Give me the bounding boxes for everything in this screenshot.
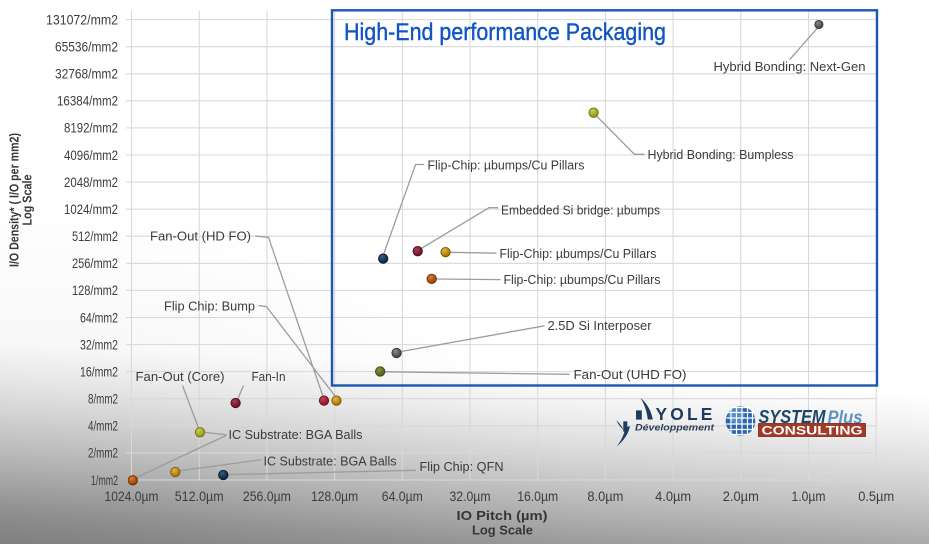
svg-text:8192/mm2: 8192/mm2 [64, 121, 118, 136]
svg-text:Fan-Out (UHD FO): Fan-Out (UHD FO) [574, 367, 687, 382]
svg-text:I/O Density* ( I/O per mm2): I/O Density* ( I/O per mm2) [7, 133, 22, 267]
svg-text:IO Pitch (µm): IO Pitch (µm) [457, 508, 548, 523]
svg-text:16/mm2: 16/mm2 [80, 364, 118, 379]
svg-text:4/mm2: 4/mm2 [88, 419, 118, 434]
svg-text:2.5D Si Interposer: 2.5D Si Interposer [548, 318, 653, 333]
svg-text:Log Scale: Log Scale [20, 175, 35, 226]
svg-text:Flip-Chip: µbumps/Cu Pillars: Flip-Chip: µbumps/Cu Pillars [504, 272, 661, 287]
svg-text:Log Scale: Log Scale [472, 523, 533, 538]
svg-text:Plus: Plus [828, 408, 863, 428]
svg-text:8.0µm: 8.0µm [587, 489, 623, 504]
svg-text:High-End performance Packaging: High-End performance Packaging [344, 19, 666, 46]
svg-text:Fan-Out (Core): Fan-Out (Core) [136, 369, 225, 384]
svg-text:1.0µm: 1.0µm [792, 489, 826, 504]
svg-text:64/mm2: 64/mm2 [80, 310, 118, 325]
svg-text:131072/mm2: 131072/mm2 [46, 12, 118, 27]
svg-text:1/mm2: 1/mm2 [91, 473, 118, 488]
svg-text:32768/mm2: 32768/mm2 [55, 67, 118, 82]
svg-text:Hybrid Bonding: Bumpless: Hybrid Bonding: Bumpless [648, 147, 794, 162]
svg-text:2048/mm2: 2048/mm2 [64, 175, 118, 190]
svg-text:512.0µm: 512.0µm [175, 489, 224, 504]
svg-text:Embedded Si bridge: µbumps: Embedded Si bridge: µbumps [501, 203, 660, 218]
svg-text:Flip-Chip: µbumps/Cu Pillars: Flip-Chip: µbumps/Cu Pillars [428, 158, 585, 173]
svg-text:4096/mm2: 4096/mm2 [64, 148, 118, 163]
svg-text:2.0µm: 2.0µm [723, 489, 759, 504]
svg-text:YOLE: YOLE [656, 404, 716, 424]
svg-text:128/mm2: 128/mm2 [72, 283, 118, 298]
svg-text:IC Substrate: BGA Balls: IC Substrate: BGA Balls [229, 427, 363, 442]
svg-text:Flip-Chip: µbumps/Cu Pillars: Flip-Chip: µbumps/Cu Pillars [500, 246, 657, 261]
svg-text:64.0µm: 64.0µm [382, 489, 423, 504]
svg-text:Flip Chip: Bump: Flip Chip: Bump [164, 299, 255, 314]
svg-text:0.5µm: 0.5µm [858, 489, 894, 504]
svg-text:8/mm2: 8/mm2 [88, 392, 118, 407]
svg-text:32/mm2: 32/mm2 [80, 337, 118, 352]
svg-text:2/mm2: 2/mm2 [88, 446, 118, 461]
svg-text:4.0µm: 4.0µm [655, 489, 691, 504]
svg-text:SYSTEM: SYSTEM [759, 407, 827, 427]
svg-text:32.0µm: 32.0µm [450, 489, 491, 504]
svg-text:1024/mm2: 1024/mm2 [64, 202, 118, 217]
svg-text:Fan-In: Fan-In [252, 369, 286, 384]
svg-text:IC Substrate: BGA Balls: IC Substrate: BGA Balls [264, 454, 397, 469]
svg-text:Fan-Out (HD FO): Fan-Out (HD FO) [150, 229, 251, 244]
svg-text:16.0µm: 16.0µm [517, 489, 558, 504]
svg-text:128.0µm: 128.0µm [311, 489, 358, 504]
svg-text:CONSULTING: CONSULTING [762, 425, 863, 437]
svg-text:Hybrid Bonding: Next-Gen: Hybrid Bonding: Next-Gen [714, 59, 866, 74]
svg-text:256.0µm: 256.0µm [243, 489, 291, 504]
svg-text:Développement: Développement [635, 423, 715, 434]
svg-text:Flip Chip: QFN: Flip Chip: QFN [420, 459, 504, 474]
svg-text:16384/mm2: 16384/mm2 [57, 94, 118, 109]
svg-text:65536/mm2: 65536/mm2 [55, 40, 118, 55]
svg-text:512/mm2: 512/mm2 [72, 229, 118, 244]
svg-text:256/mm2: 256/mm2 [72, 256, 118, 271]
svg-text:1024.0µm: 1024.0µm [105, 489, 159, 504]
